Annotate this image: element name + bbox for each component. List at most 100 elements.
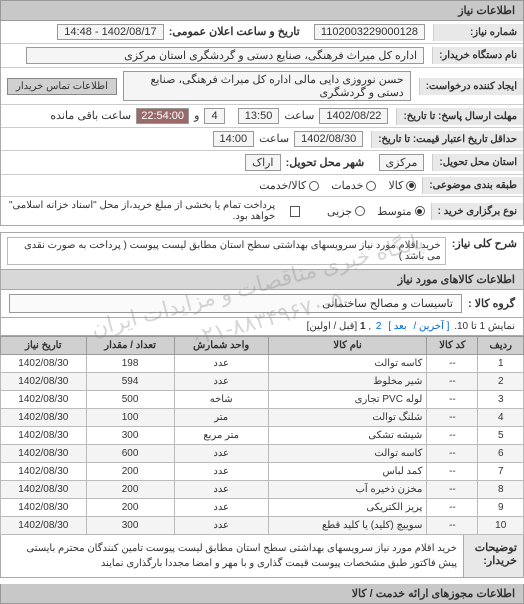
radio-kala[interactable]: کالا	[388, 179, 416, 192]
cell-unit: عدد	[174, 463, 268, 481]
value-buyer-org: اداره کل میراث فرهنگی، صنایع دستی و گردش…	[1, 44, 432, 67]
table-row: 3--لوله PVC تجاریشاخه5001402/08/30	[1, 391, 524, 409]
cell-code: --	[427, 427, 478, 445]
cell-qty: 300	[86, 517, 174, 535]
reply-time-label: ساعت	[284, 110, 314, 122]
cell-code: --	[427, 517, 478, 535]
goods-group-value: تاسیسات و مصالح ساختمانی	[9, 294, 462, 313]
cell-date: 1402/08/30	[1, 373, 87, 391]
label-reply-deadline: مهلت ارسال پاسخ: تا تاریخ:	[396, 108, 523, 125]
radio-label-khadamat: خدمات	[331, 179, 363, 192]
cell-n: 2	[478, 373, 524, 391]
table-row: 4--شلنگ توالتمتر1001402/08/30	[1, 409, 524, 427]
cell-unit: عدد	[174, 481, 268, 499]
radio-dot-kala	[406, 181, 416, 191]
cell-unit: عدد	[174, 445, 268, 463]
cell-date: 1402/08/30	[1, 445, 87, 463]
cell-qty: 200	[86, 481, 174, 499]
radio-label-both: کالا/خدمت	[259, 179, 306, 192]
price-valid-time-label: ساعت	[259, 133, 289, 145]
th-date: تاریخ نیاز	[1, 337, 87, 355]
need-text: خرید اقلام مورد نیاز سرویسهای بهداشتی سط…	[7, 237, 446, 265]
goods-info-header: اطلاعات کالاهای مورد نیاز	[0, 270, 524, 290]
cell-name: لوله PVC تجاری	[268, 391, 427, 409]
cell-qty: 594	[86, 373, 174, 391]
value-request-no: 1102003229000128 تاریخ و ساعت اعلان عموم…	[1, 21, 433, 43]
footer-section-header: اطلاعات مجوزهای ارائه خدمت / کالا	[0, 584, 524, 604]
remain-and: و	[194, 110, 199, 122]
cell-date: 1402/08/30	[1, 355, 87, 373]
table-row: 10--سوییچ (کلید) یا کلید قطععدد3001402/0…	[1, 517, 524, 535]
price-valid-date-box: 1402/08/30	[294, 131, 363, 147]
cell-unit: عدد	[174, 355, 268, 373]
th-code: کد کالا	[427, 337, 478, 355]
cell-code: --	[427, 391, 478, 409]
pagination-next[interactable]: بعد ]	[388, 321, 406, 332]
cell-unit: عدد	[174, 499, 268, 517]
cell-name: پریز الکتریکی	[268, 499, 427, 517]
cell-unit: شاخه	[174, 391, 268, 409]
cell-name: شلنگ توالت	[268, 409, 427, 427]
value-province: مرکزی شهر محل تحویل: اراک	[1, 151, 432, 174]
value-reply-deadline: 1402/08/22 ساعت 13:50 4 و 22:54:00 ساعت …	[1, 105, 396, 127]
buy-type-group: متوسط جزیی پرداخت تمام یا بخشی از مبلغ خ…	[1, 197, 431, 225]
pagination-sep: ,	[368, 321, 371, 332]
table-row: 5--شیشه تشکیمتر مربع3001402/08/30	[1, 427, 524, 445]
goods-group-row: گروه کالا : تاسیسات و مصالح ساختمانی	[0, 290, 524, 318]
table-row: 2--شیر مخلوطعدد5941402/08/30	[1, 373, 524, 391]
remain-time-box: 22:54:00	[136, 108, 189, 124]
reply-date-box: 1402/08/22	[319, 108, 388, 124]
cell-n: 5	[478, 427, 524, 445]
table-row: 1--کاسه توالتعدد1981402/08/30	[1, 355, 524, 373]
radio-medium[interactable]: متوسط	[377, 205, 425, 218]
table-row: 9--پریز الکتریکیعدد2001402/08/30	[1, 499, 524, 517]
label-requester: ایجاد کننده درخواست:	[419, 78, 523, 95]
cell-n: 7	[478, 463, 524, 481]
cell-name: کاسه توالت	[268, 445, 427, 463]
cell-code: --	[427, 373, 478, 391]
cell-name: مخزن ذخیره آب	[268, 481, 427, 499]
buyer-description: توضیحات خریدار: خرید اقلام مورد نیاز سرو…	[0, 535, 524, 578]
radio-label-partial: جزیی	[327, 205, 352, 218]
cell-date: 1402/08/30	[1, 499, 87, 517]
cell-code: --	[427, 409, 478, 427]
cell-qty: 200	[86, 463, 174, 481]
label-city: شهر محل تحویل:	[286, 157, 365, 169]
value-requester: حسن نوروزی دایی مالی اداره کل میراث فرهن…	[1, 68, 419, 104]
label-pkg: طبقه بندی موضوعی:	[422, 177, 523, 194]
th-qty: تعداد / مقدار	[86, 337, 174, 355]
pagination-p2[interactable]: 2	[376, 321, 382, 332]
cell-name: شیر مخلوط	[268, 373, 427, 391]
cell-unit: عدد	[174, 373, 268, 391]
cell-unit: متر	[174, 409, 268, 427]
remain-days-box: 4	[204, 108, 224, 124]
reply-time-box: 13:50	[238, 108, 280, 124]
th-name: نام کالا	[268, 337, 427, 355]
city-box: اراک	[245, 154, 280, 171]
cell-qty: 300	[86, 427, 174, 445]
pagination-last[interactable]: [ آخرین /	[413, 321, 449, 332]
radio-both[interactable]: کالا/خدمت	[259, 179, 319, 192]
contact-buyer-button[interactable]: اطلاعات تماس خریدار	[7, 78, 117, 95]
radio-dot-partial	[355, 206, 365, 216]
table-row: 8--مخزن ذخیره آبعدد2001402/08/30	[1, 481, 524, 499]
radio-dot-both	[309, 181, 319, 191]
cell-date: 1402/08/30	[1, 409, 87, 427]
price-valid-time-box: 14:00	[213, 131, 255, 147]
info-grid: شماره نیاز: 1102003229000128 تاریخ و ساع…	[0, 21, 524, 226]
cell-code: --	[427, 445, 478, 463]
radio-partial[interactable]: جزیی	[327, 205, 365, 218]
label-price-valid: حداقل تاریخ اعتبار قیمت: تا تاریخ:	[371, 131, 523, 148]
cell-code: --	[427, 463, 478, 481]
cell-qty: 198	[86, 355, 174, 373]
cell-date: 1402/08/30	[1, 481, 87, 499]
label-announce: تاریخ و ساعت اعلان عمومی:	[169, 26, 300, 38]
treasury-checkbox[interactable]	[290, 206, 300, 217]
radio-khadamat[interactable]: خدمات	[331, 179, 376, 192]
requester-box: حسن نوروزی دایی مالی اداره کل میراث فرهن…	[123, 71, 411, 101]
remain-suffix: ساعت باقی مانده	[50, 110, 131, 122]
buyer-desc-text: خرید اقلام مورد نیاز سرویسهای بهداشتی سط…	[1, 535, 463, 577]
value-price-valid: 1402/08/30 ساعت 14:00	[1, 128, 371, 150]
pagination-p1: 1	[360, 321, 366, 332]
buyer-desc-label: توضیحات خریدار:	[463, 535, 523, 577]
